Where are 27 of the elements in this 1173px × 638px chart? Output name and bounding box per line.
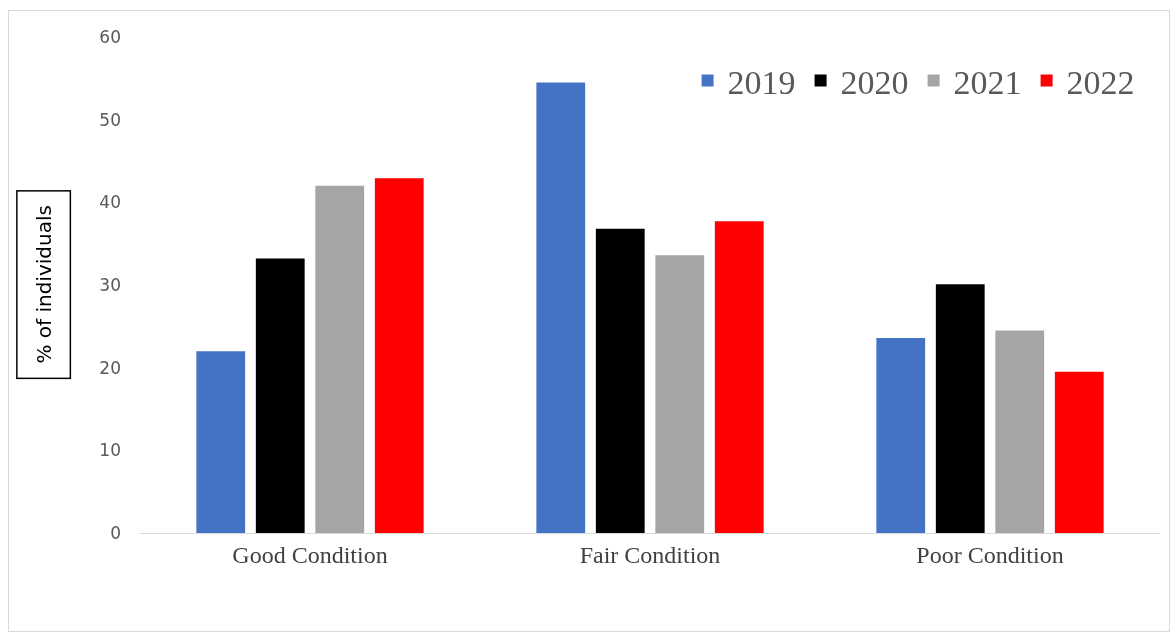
legend-label: 2021 — [953, 63, 1022, 101]
bar — [714, 221, 764, 533]
bar — [1054, 371, 1104, 533]
x-tick-label: Poor Condition — [916, 541, 1064, 568]
bar — [255, 258, 305, 533]
bar — [595, 228, 645, 533]
bar — [655, 255, 705, 533]
bar — [935, 284, 985, 533]
bar — [536, 82, 586, 533]
y-tick-label: 60 — [99, 26, 121, 47]
legend-label: 2019 — [727, 63, 796, 101]
bar — [196, 351, 246, 533]
y-tick-label: 30 — [99, 274, 121, 295]
bar — [876, 337, 926, 533]
y-tick-label: 50 — [99, 109, 121, 130]
y-tick-label: 10 — [99, 440, 121, 461]
bar — [374, 178, 424, 533]
legend-label: 2020 — [840, 63, 909, 101]
y-tick-label: 40 — [99, 192, 121, 213]
y-tick-label: 0 — [110, 522, 121, 543]
bar — [315, 185, 365, 533]
bar — [995, 330, 1045, 533]
legend-label: 2022 — [1066, 63, 1135, 101]
y-tick-label: 20 — [99, 357, 121, 378]
x-tick-label: Good Condition — [232, 541, 388, 568]
x-tick-label: Fair Condition — [579, 541, 721, 568]
y-axis-title: % of individuals — [31, 205, 56, 364]
